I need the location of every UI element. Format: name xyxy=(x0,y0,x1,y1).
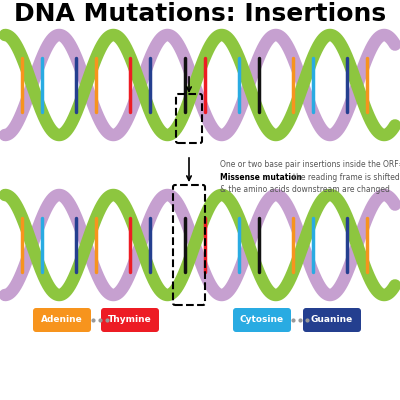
Text: Cytosine: Cytosine xyxy=(240,316,284,324)
Text: One or two base pair insertions inside the ORF=: One or two base pair insertions inside t… xyxy=(220,160,400,169)
Text: : the reading frame is shifted: : the reading frame is shifted xyxy=(288,173,400,182)
Text: Missense mutation: Missense mutation xyxy=(220,173,302,182)
Text: DNA Mutations: Insertions: DNA Mutations: Insertions xyxy=(14,2,386,26)
Text: Thymine: Thymine xyxy=(108,316,152,324)
Text: & the amino acids downstream are changed: & the amino acids downstream are changed xyxy=(220,185,390,194)
FancyBboxPatch shape xyxy=(33,308,91,332)
Text: Guanine: Guanine xyxy=(311,316,353,324)
FancyBboxPatch shape xyxy=(233,308,291,332)
Text: Adenine: Adenine xyxy=(41,316,83,324)
FancyBboxPatch shape xyxy=(303,308,361,332)
FancyBboxPatch shape xyxy=(101,308,159,332)
